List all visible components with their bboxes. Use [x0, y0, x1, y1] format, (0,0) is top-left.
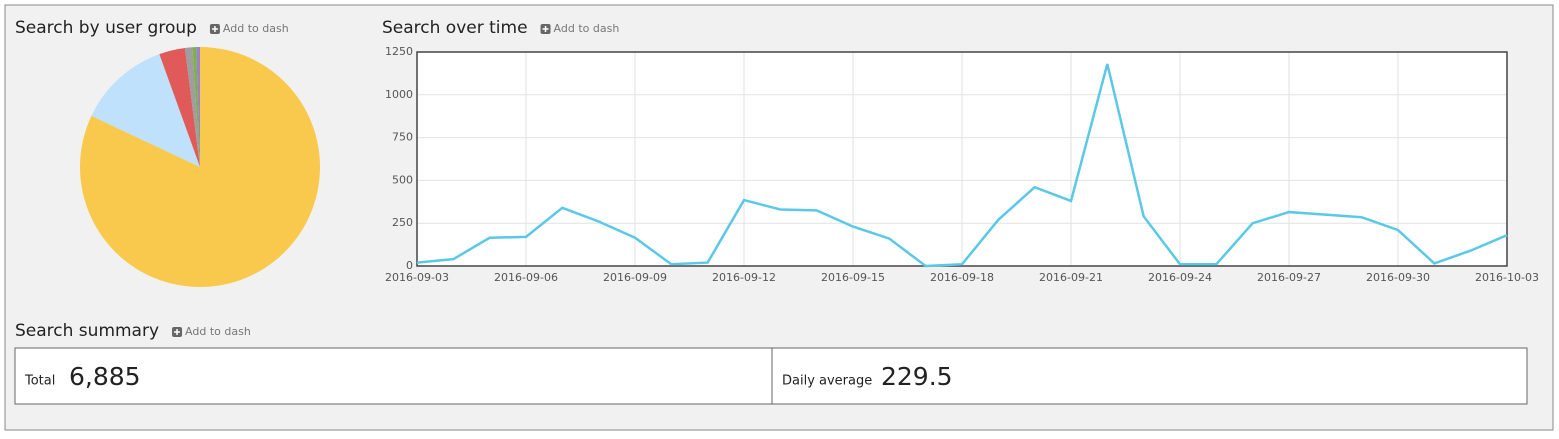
x-tick-label: 2016-09-27	[1257, 271, 1321, 284]
add-to-dash[interactable]: Add to dash	[554, 22, 620, 35]
add-to-dash[interactable]: Add to dash	[223, 22, 289, 35]
y-tick-label: 500	[392, 173, 413, 186]
summary-label: Daily average	[782, 374, 872, 389]
y-tick-label: 250	[392, 216, 413, 229]
summary-label: Total	[24, 374, 55, 389]
x-tick-label: 2016-09-30	[1366, 271, 1430, 284]
y-tick-label: 750	[392, 131, 413, 144]
summary-value: 229.5	[881, 362, 953, 391]
y-tick-label: 1250	[385, 45, 413, 58]
line	[416, 63, 1508, 268]
y-tick-label: 0	[406, 259, 413, 272]
x-tick-label: 2016-09-15	[821, 271, 885, 284]
x-tick-label: 2016-09-06	[494, 271, 558, 284]
add-icon-plus[interactable]	[211, 26, 218, 32]
x-tick-label: 2016-09-24	[1148, 271, 1212, 284]
summary-value: 6,885	[69, 362, 141, 391]
x-tick-label: 2016-10-03	[1475, 271, 1539, 284]
pie-slice	[192, 47, 200, 167]
x-tick-label: 2016-09-03	[385, 271, 449, 284]
line-title: Search over time	[382, 18, 528, 38]
x-tick-label: 2016-09-18	[930, 271, 994, 284]
y-tick-label: 1000	[385, 88, 413, 101]
pie-slice	[80, 47, 321, 287]
add-to-dash[interactable]: Add to dash	[185, 325, 251, 338]
pie-slice	[184, 47, 200, 167]
plot-frame	[416, 51, 1508, 267]
add-icon-plus[interactable]	[174, 329, 181, 335]
x-tick-label: 2016-09-21	[1039, 271, 1103, 284]
x-tick-label: 2016-09-12	[712, 271, 776, 284]
pie-slice	[159, 47, 200, 167]
x-tick-label: 2016-09-09	[603, 271, 667, 284]
pie-title: Search by user group	[15, 18, 197, 38]
pie-slice	[91, 54, 200, 167]
summary-title: Search summary	[15, 321, 159, 341]
add-icon-plus[interactable]	[542, 26, 549, 32]
summary-box	[14, 347, 1528, 405]
pie-slice	[196, 47, 200, 167]
